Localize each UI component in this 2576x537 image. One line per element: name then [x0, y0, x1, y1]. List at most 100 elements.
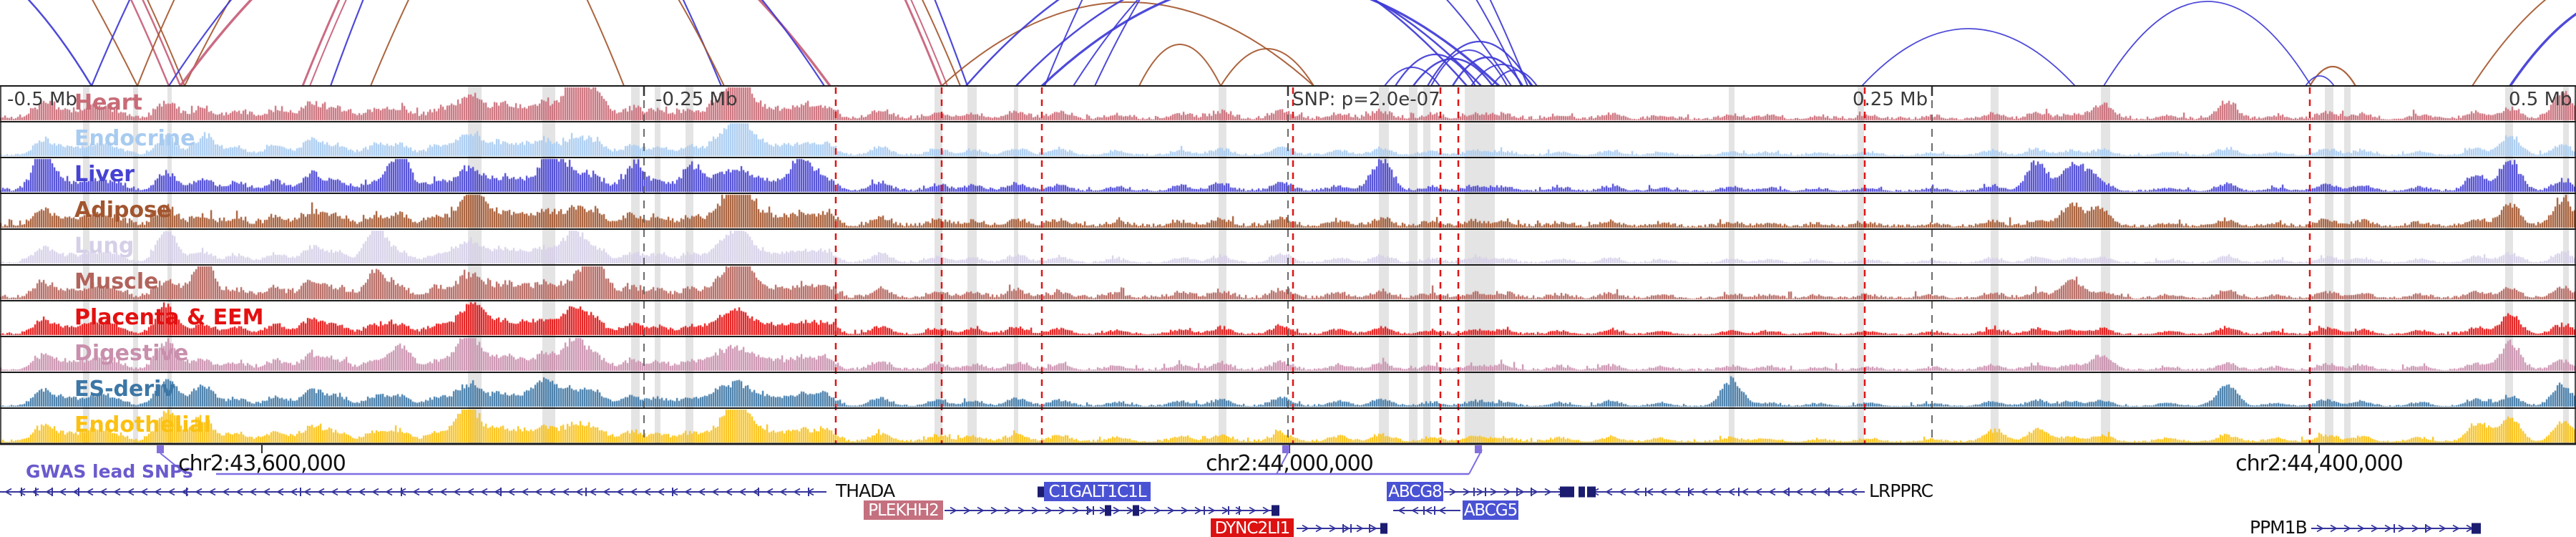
- interaction-arc: [1384, 67, 1440, 86]
- genome-coordinate-label: chr2:44,000,000: [1206, 451, 1374, 476]
- strand-left-chevron: [793, 488, 801, 496]
- interaction-arc: [2509, 12, 2576, 86]
- strand-left-chevron: [99, 488, 107, 496]
- strand-right-chevron: [1167, 506, 1175, 515]
- strand-left-chevron: [371, 488, 379, 496]
- strand-left-chevron: [643, 488, 651, 496]
- strand-left-chevron: [1755, 488, 1762, 496]
- strand-left-chevron: [684, 488, 692, 496]
- strand-left-chevron: [276, 488, 284, 496]
- strand-left-chevron: [290, 488, 298, 496]
- strand-right-chevron: [1315, 524, 1323, 533]
- interaction-arc: [941, 1, 1314, 86]
- strand-right-chevron: [1503, 488, 1511, 496]
- strand-right-chevron: [1302, 524, 1309, 533]
- strand-left-chevron: [548, 488, 556, 496]
- gwas-lead-snp-marker: [1282, 445, 1289, 453]
- interaction-arcs-panel: [27, 0, 2576, 86]
- gwas-lead-snp-marker: [1475, 445, 1482, 453]
- strand-left-chevron: [535, 488, 542, 496]
- strand-left-chevron: [222, 488, 230, 496]
- strand-right-chevron: [1463, 488, 1470, 496]
- strand-right-chevron: [963, 506, 971, 515]
- strand-right-chevron: [990, 506, 998, 515]
- strand-left-chevron: [1809, 488, 1817, 496]
- strand-left-chevron: [4, 488, 12, 496]
- track-label-liver: Liver: [74, 162, 135, 187]
- strand-right-chevron: [1356, 524, 1364, 533]
- interaction-arc: [1412, 57, 1494, 86]
- strand-right-chevron: [1153, 506, 1161, 515]
- strand-right-chevron: [1018, 506, 1025, 515]
- strand-right-chevron: [2343, 524, 2351, 533]
- strand-right-chevron: [2425, 524, 2433, 533]
- strand-right-chevron: [1490, 488, 1498, 496]
- strand-left-chevron: [399, 488, 406, 496]
- strand-left-chevron: [589, 488, 597, 496]
- interaction-arc: [1395, 53, 1476, 86]
- gene-label-box: PLEKHH2: [864, 500, 943, 520]
- exon-box: [1560, 486, 1574, 498]
- strand-left-chevron: [344, 488, 352, 496]
- gene-label: THADA: [836, 480, 895, 501]
- strand-left-chevron: [1673, 488, 1681, 496]
- exon-box: [1105, 505, 1111, 516]
- strand-left-chevron: [657, 488, 665, 496]
- gwas-leader-line: [160, 453, 187, 475]
- ruler-label: -0.5 Mb: [7, 89, 77, 110]
- strand-left-chevron: [752, 488, 760, 496]
- strand-left-chevron: [263, 488, 270, 496]
- strand-left-chevron: [208, 488, 216, 496]
- strand-left-chevron: [1646, 488, 1654, 496]
- exon-box: [1133, 505, 1139, 516]
- strand-right-chevron: [1342, 524, 1350, 533]
- strand-right-chevron: [1072, 506, 1080, 515]
- strand-right-chevron: [1262, 506, 1270, 515]
- track-label-heart: Heart: [74, 90, 142, 115]
- strand-left-chevron: [1727, 488, 1735, 496]
- strand-right-chevron: [1531, 488, 1538, 496]
- strand-left-chevron: [426, 488, 434, 496]
- strand-left-chevron: [412, 488, 420, 496]
- strand-left-chevron: [1782, 488, 1790, 496]
- strand-left-chevron: [385, 488, 393, 496]
- strand-left-chevron: [616, 488, 624, 496]
- strand-right-chevron: [1031, 506, 1039, 515]
- gene-label-box: DYNC2LI1: [1211, 518, 1294, 537]
- strand-right-chevron: [950, 506, 957, 515]
- interaction-arc: [2305, 75, 2335, 86]
- strand-left-chevron: [711, 488, 719, 496]
- gwas-lead-snps-label: GWAS lead SNPs: [26, 461, 193, 482]
- strand-right-chevron: [1544, 488, 1552, 496]
- strand-right-chevron: [1370, 524, 1377, 533]
- strand-right-chevron: [2357, 524, 2365, 533]
- strand-right-chevron: [2330, 524, 2338, 533]
- strand-right-chevron: [1113, 506, 1121, 515]
- strand-left-chevron: [1850, 488, 1858, 496]
- strand-right-chevron: [1329, 524, 1337, 533]
- track-label-digestive: Digestive: [74, 341, 189, 366]
- track-label-adipose: Adipose: [74, 198, 172, 223]
- exon-box: [1587, 486, 1596, 498]
- strand-left-chevron: [453, 488, 461, 496]
- strand-right-chevron: [1181, 506, 1189, 515]
- strand-right-chevron: [1004, 506, 1012, 515]
- track-label-es-deriv: ES-deriv: [74, 377, 176, 402]
- interaction-arc: [2103, 1, 2312, 86]
- strand-left-chevron: [1605, 488, 1613, 496]
- interaction-arc: [1040, 0, 1501, 86]
- strand-left-chevron: [698, 488, 706, 496]
- strand-left-chevron: [195, 488, 203, 496]
- interaction-arc: [965, 0, 1468, 86]
- gene-label-box: C1GALT1C1L: [1044, 482, 1151, 501]
- strand-left-chevron: [1632, 488, 1640, 496]
- strand-left-chevron: [1411, 506, 1419, 515]
- strand-right-chevron: [1208, 506, 1216, 515]
- strand-left-chevron: [779, 488, 787, 496]
- strand-left-chevron: [1619, 488, 1626, 496]
- strand-right-chevron: [2384, 524, 2392, 533]
- strand-left-chevron: [507, 488, 515, 496]
- strand-left-chevron: [18, 488, 26, 496]
- strand-left-chevron: [127, 488, 135, 496]
- strand-right-chevron: [2439, 524, 2446, 533]
